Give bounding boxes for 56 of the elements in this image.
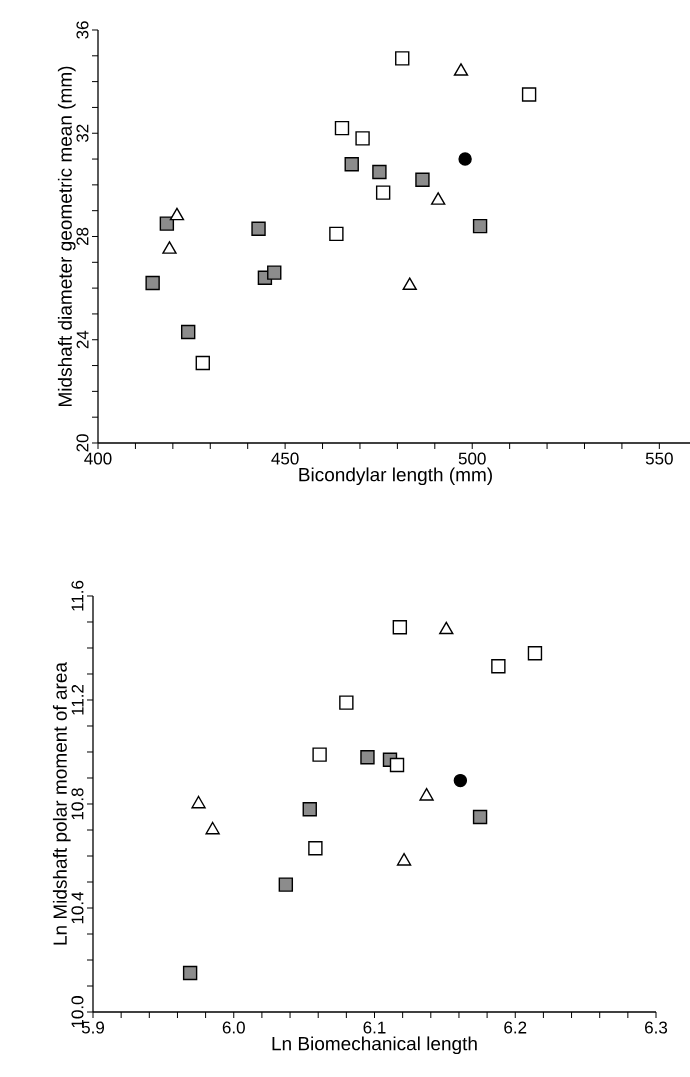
point	[430, 192, 446, 205]
y-tick-label: 20	[76, 434, 89, 452]
x-tick-label: 400	[84, 452, 112, 465]
y-tick-label: 10.4	[71, 891, 84, 924]
x-tick-label: 500	[458, 452, 486, 465]
point	[389, 757, 405, 773]
point	[180, 324, 196, 340]
x-tick-label: 6.3	[645, 1021, 668, 1034]
point	[419, 788, 434, 801]
point	[360, 750, 375, 765]
point	[415, 172, 430, 187]
point	[334, 120, 350, 136]
point	[267, 265, 282, 280]
point	[458, 152, 472, 166]
y-tick-label: 10.0	[71, 996, 84, 1028]
y-axis-title: Ln Midshaft polar moment of area	[52, 662, 71, 945]
x-tick-label: 6.0	[222, 1021, 245, 1034]
point	[182, 965, 198, 981]
point	[278, 877, 294, 892]
point	[453, 63, 469, 76]
point	[205, 821, 220, 835]
point	[145, 275, 160, 291]
y-tick-label: 11.6	[71, 580, 84, 611]
point	[527, 646, 543, 661]
point	[392, 620, 408, 635]
point	[372, 164, 387, 180]
point	[375, 185, 391, 200]
y-tick-label: 32	[76, 124, 89, 143]
point	[521, 87, 537, 102]
x-tick-label: 550	[645, 452, 673, 465]
point	[251, 221, 266, 236]
point	[396, 853, 412, 866]
x-tick-label: 6.1	[363, 1021, 386, 1034]
point	[402, 277, 417, 290]
y-tick-label: 36	[76, 21, 89, 39]
y-tick-label: 10.8	[71, 788, 84, 820]
point	[169, 207, 185, 221]
x-tick-label: 6.2	[504, 1021, 527, 1034]
point	[159, 216, 175, 231]
point	[472, 809, 488, 825]
point	[302, 802, 317, 817]
point	[344, 157, 359, 172]
point	[191, 795, 206, 809]
y-tick-label: 24	[76, 330, 89, 349]
y-tick-label: 11.2	[71, 684, 84, 715]
x-tick-label: 5.9	[81, 1021, 105, 1034]
point	[162, 241, 177, 254]
point	[195, 355, 210, 371]
x-axis-title: Bicondylar length (mm)	[299, 467, 492, 486]
point	[439, 621, 454, 635]
y-tick-label: 28	[76, 227, 89, 246]
point	[472, 218, 488, 234]
x-tick-label: 450	[271, 452, 299, 465]
y-axis-title: Midshaft diameter geometric mean (mm)	[57, 66, 76, 406]
point	[453, 773, 468, 788]
x-axis-title: Ln Biomechanical length	[272, 1036, 477, 1055]
